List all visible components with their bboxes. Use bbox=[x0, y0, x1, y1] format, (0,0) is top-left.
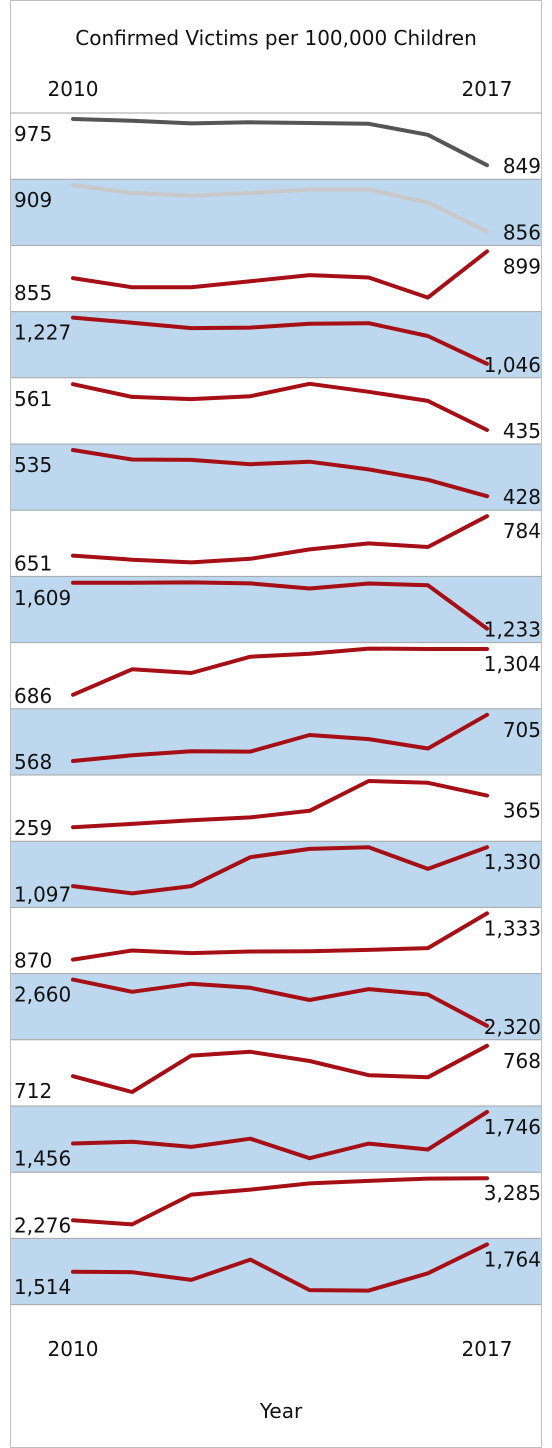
row-band bbox=[11, 1172, 541, 1239]
series-line bbox=[71, 911, 489, 962]
series-end-value-label: 705 bbox=[503, 718, 541, 742]
series-end-value-label: 1,330 bbox=[484, 850, 541, 874]
top-end-year-label: 2017 bbox=[462, 77, 513, 101]
series-end-value-label: 1,304 bbox=[484, 652, 541, 676]
series-row: 1,514 1,764 bbox=[11, 1237, 541, 1305]
series-end-value-label: 428 bbox=[503, 485, 541, 509]
row-band bbox=[11, 1106, 541, 1173]
series-row: 712 768 bbox=[11, 1039, 541, 1106]
series-row: 855 899 bbox=[11, 244, 541, 312]
series-start-value-label: 535 bbox=[14, 453, 52, 477]
series-end-value-label: 435 bbox=[503, 419, 541, 443]
series-start-value-label: 568 bbox=[14, 750, 52, 774]
series-start-value-label: 1,609 bbox=[14, 586, 71, 610]
series-end-value-label: 2,320 bbox=[484, 1015, 541, 1039]
series-start-value-label: 2,276 bbox=[14, 1213, 71, 1237]
series-row: 651 784 bbox=[11, 509, 541, 577]
bottom-start-year-label: 2010 bbox=[48, 1337, 99, 1361]
series-line bbox=[71, 646, 489, 697]
series-line bbox=[71, 1043, 489, 1094]
series-line bbox=[71, 183, 489, 234]
row-band bbox=[11, 708, 541, 775]
series-end-value-label: 849 bbox=[503, 154, 541, 178]
series-line bbox=[71, 249, 489, 300]
series-row: 870 1,333 bbox=[11, 906, 541, 974]
chart-title: Confirmed Victims per 100,000 Children bbox=[75, 26, 477, 50]
row-band bbox=[11, 907, 541, 974]
series-line bbox=[71, 1110, 489, 1161]
series-start-value-label: 1,456 bbox=[14, 1146, 71, 1170]
top-start-year-label: 2010 bbox=[48, 77, 99, 101]
series-start-value-label: 561 bbox=[14, 387, 52, 411]
series-end-value-label: 1,333 bbox=[484, 916, 541, 940]
series-end-value-label: 365 bbox=[503, 799, 541, 823]
bottom-end-year-label: 2017 bbox=[462, 1337, 513, 1361]
series-line bbox=[71, 381, 489, 432]
series-start-value-label: 2,660 bbox=[14, 983, 71, 1007]
series-start-value-label: 1,514 bbox=[14, 1275, 71, 1299]
row-band bbox=[11, 775, 541, 842]
series-end-value-label: 1,046 bbox=[484, 353, 541, 377]
series-end-value-label: 1,746 bbox=[484, 1115, 541, 1139]
series-start-value-label: 975 bbox=[14, 122, 52, 146]
series-line bbox=[71, 448, 489, 499]
series-row: 909 856 bbox=[11, 178, 541, 246]
series-row: 561 435 bbox=[11, 377, 541, 444]
series-row: 1,227 1,046 bbox=[11, 311, 541, 378]
series-line bbox=[71, 580, 489, 631]
series-start-value-label: 909 bbox=[14, 188, 52, 212]
series-line bbox=[71, 845, 489, 896]
series-row: 1,097 1,330 bbox=[11, 840, 541, 908]
series-end-value-label: 784 bbox=[503, 519, 541, 543]
row-band bbox=[11, 841, 541, 908]
series-end-value-label: 856 bbox=[503, 220, 541, 244]
series-end-value-label: 768 bbox=[503, 1049, 541, 1073]
row-band bbox=[11, 1039, 541, 1106]
series-row: 2,276 3,285 bbox=[11, 1171, 541, 1239]
series-line bbox=[71, 514, 489, 565]
series-line bbox=[71, 117, 489, 168]
series-row: 686 1,304 bbox=[11, 642, 541, 709]
series-row: 1,456 1,746 bbox=[11, 1105, 541, 1173]
chart-rows: 975 849 909 856 855 899 1,227 1,046 561 435 535 428… bbox=[11, 112, 541, 1306]
series-row: 2,660 2,320 bbox=[11, 973, 541, 1040]
x-axis-title: Year bbox=[259, 1399, 303, 1423]
row-band bbox=[11, 642, 541, 709]
series-start-value-label: 686 bbox=[14, 684, 52, 708]
series-line bbox=[71, 779, 489, 830]
series-start-value-label: 712 bbox=[14, 1079, 52, 1103]
series-line bbox=[71, 712, 489, 763]
series-line bbox=[71, 1242, 489, 1293]
series-line bbox=[71, 977, 489, 1028]
series-start-value-label: 651 bbox=[14, 551, 52, 575]
series-row: 1,609 1,233 bbox=[11, 575, 541, 643]
series-line bbox=[71, 315, 489, 366]
series-start-value-label: 259 bbox=[14, 816, 52, 840]
row-band bbox=[11, 510, 541, 577]
series-end-value-label: 3,285 bbox=[484, 1181, 541, 1205]
series-row: 259 365 bbox=[11, 774, 541, 842]
row-band bbox=[11, 311, 541, 378]
series-row: 535 428 bbox=[11, 443, 541, 511]
series-end-value-label: 1,764 bbox=[484, 1247, 541, 1271]
series-end-value-label: 899 bbox=[503, 254, 541, 278]
series-line bbox=[71, 1176, 489, 1227]
series-start-value-label: 1,097 bbox=[14, 882, 71, 906]
series-start-value-label: 870 bbox=[14, 949, 52, 973]
series-row: 568 705 bbox=[11, 708, 541, 775]
series-start-value-label: 855 bbox=[14, 281, 52, 305]
series-end-value-label: 1,233 bbox=[484, 618, 541, 642]
series-row: 975 849 bbox=[11, 112, 541, 180]
series-start-value-label: 1,227 bbox=[14, 321, 71, 345]
